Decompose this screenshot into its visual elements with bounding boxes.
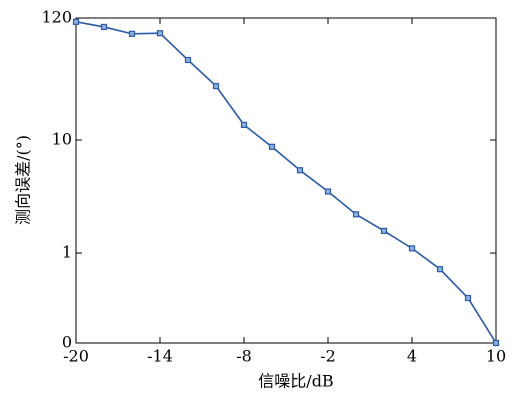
x-tick-label: -8: [236, 347, 252, 366]
y-axis-label: 测向误差/(°): [14, 135, 33, 225]
data-point: [492, 339, 500, 347]
x-axis-label: 信噪比/dB: [258, 372, 333, 391]
data-point: [72, 18, 80, 25]
data-point: [380, 227, 388, 234]
data-point: [268, 143, 276, 150]
data-point: [240, 121, 248, 128]
data-point: [408, 245, 416, 252]
x-tick-label: -20: [63, 347, 89, 366]
data-point: [128, 30, 136, 37]
x-tick-label: -14: [147, 347, 173, 366]
data-point: [352, 211, 360, 218]
y-tick-label: 1: [62, 243, 72, 262]
y-tick-label: 0: [62, 333, 72, 352]
x-tick-label: 10: [486, 347, 506, 366]
x-tick-label: 4: [407, 347, 417, 366]
data-point: [156, 30, 164, 37]
data-point: [324, 188, 332, 195]
plot-frame: [75, 17, 497, 344]
data-point: [100, 23, 108, 31]
data-point: [296, 167, 304, 174]
data-point: [464, 294, 472, 302]
data-point: [436, 266, 444, 273]
data-point: [212, 82, 220, 90]
y-tick-label: 120: [41, 8, 72, 27]
data-point: [184, 56, 192, 64]
x-tick-label: -2: [320, 347, 336, 366]
data-line: [75, 21, 497, 344]
y-tick-label: 10: [52, 129, 72, 148]
